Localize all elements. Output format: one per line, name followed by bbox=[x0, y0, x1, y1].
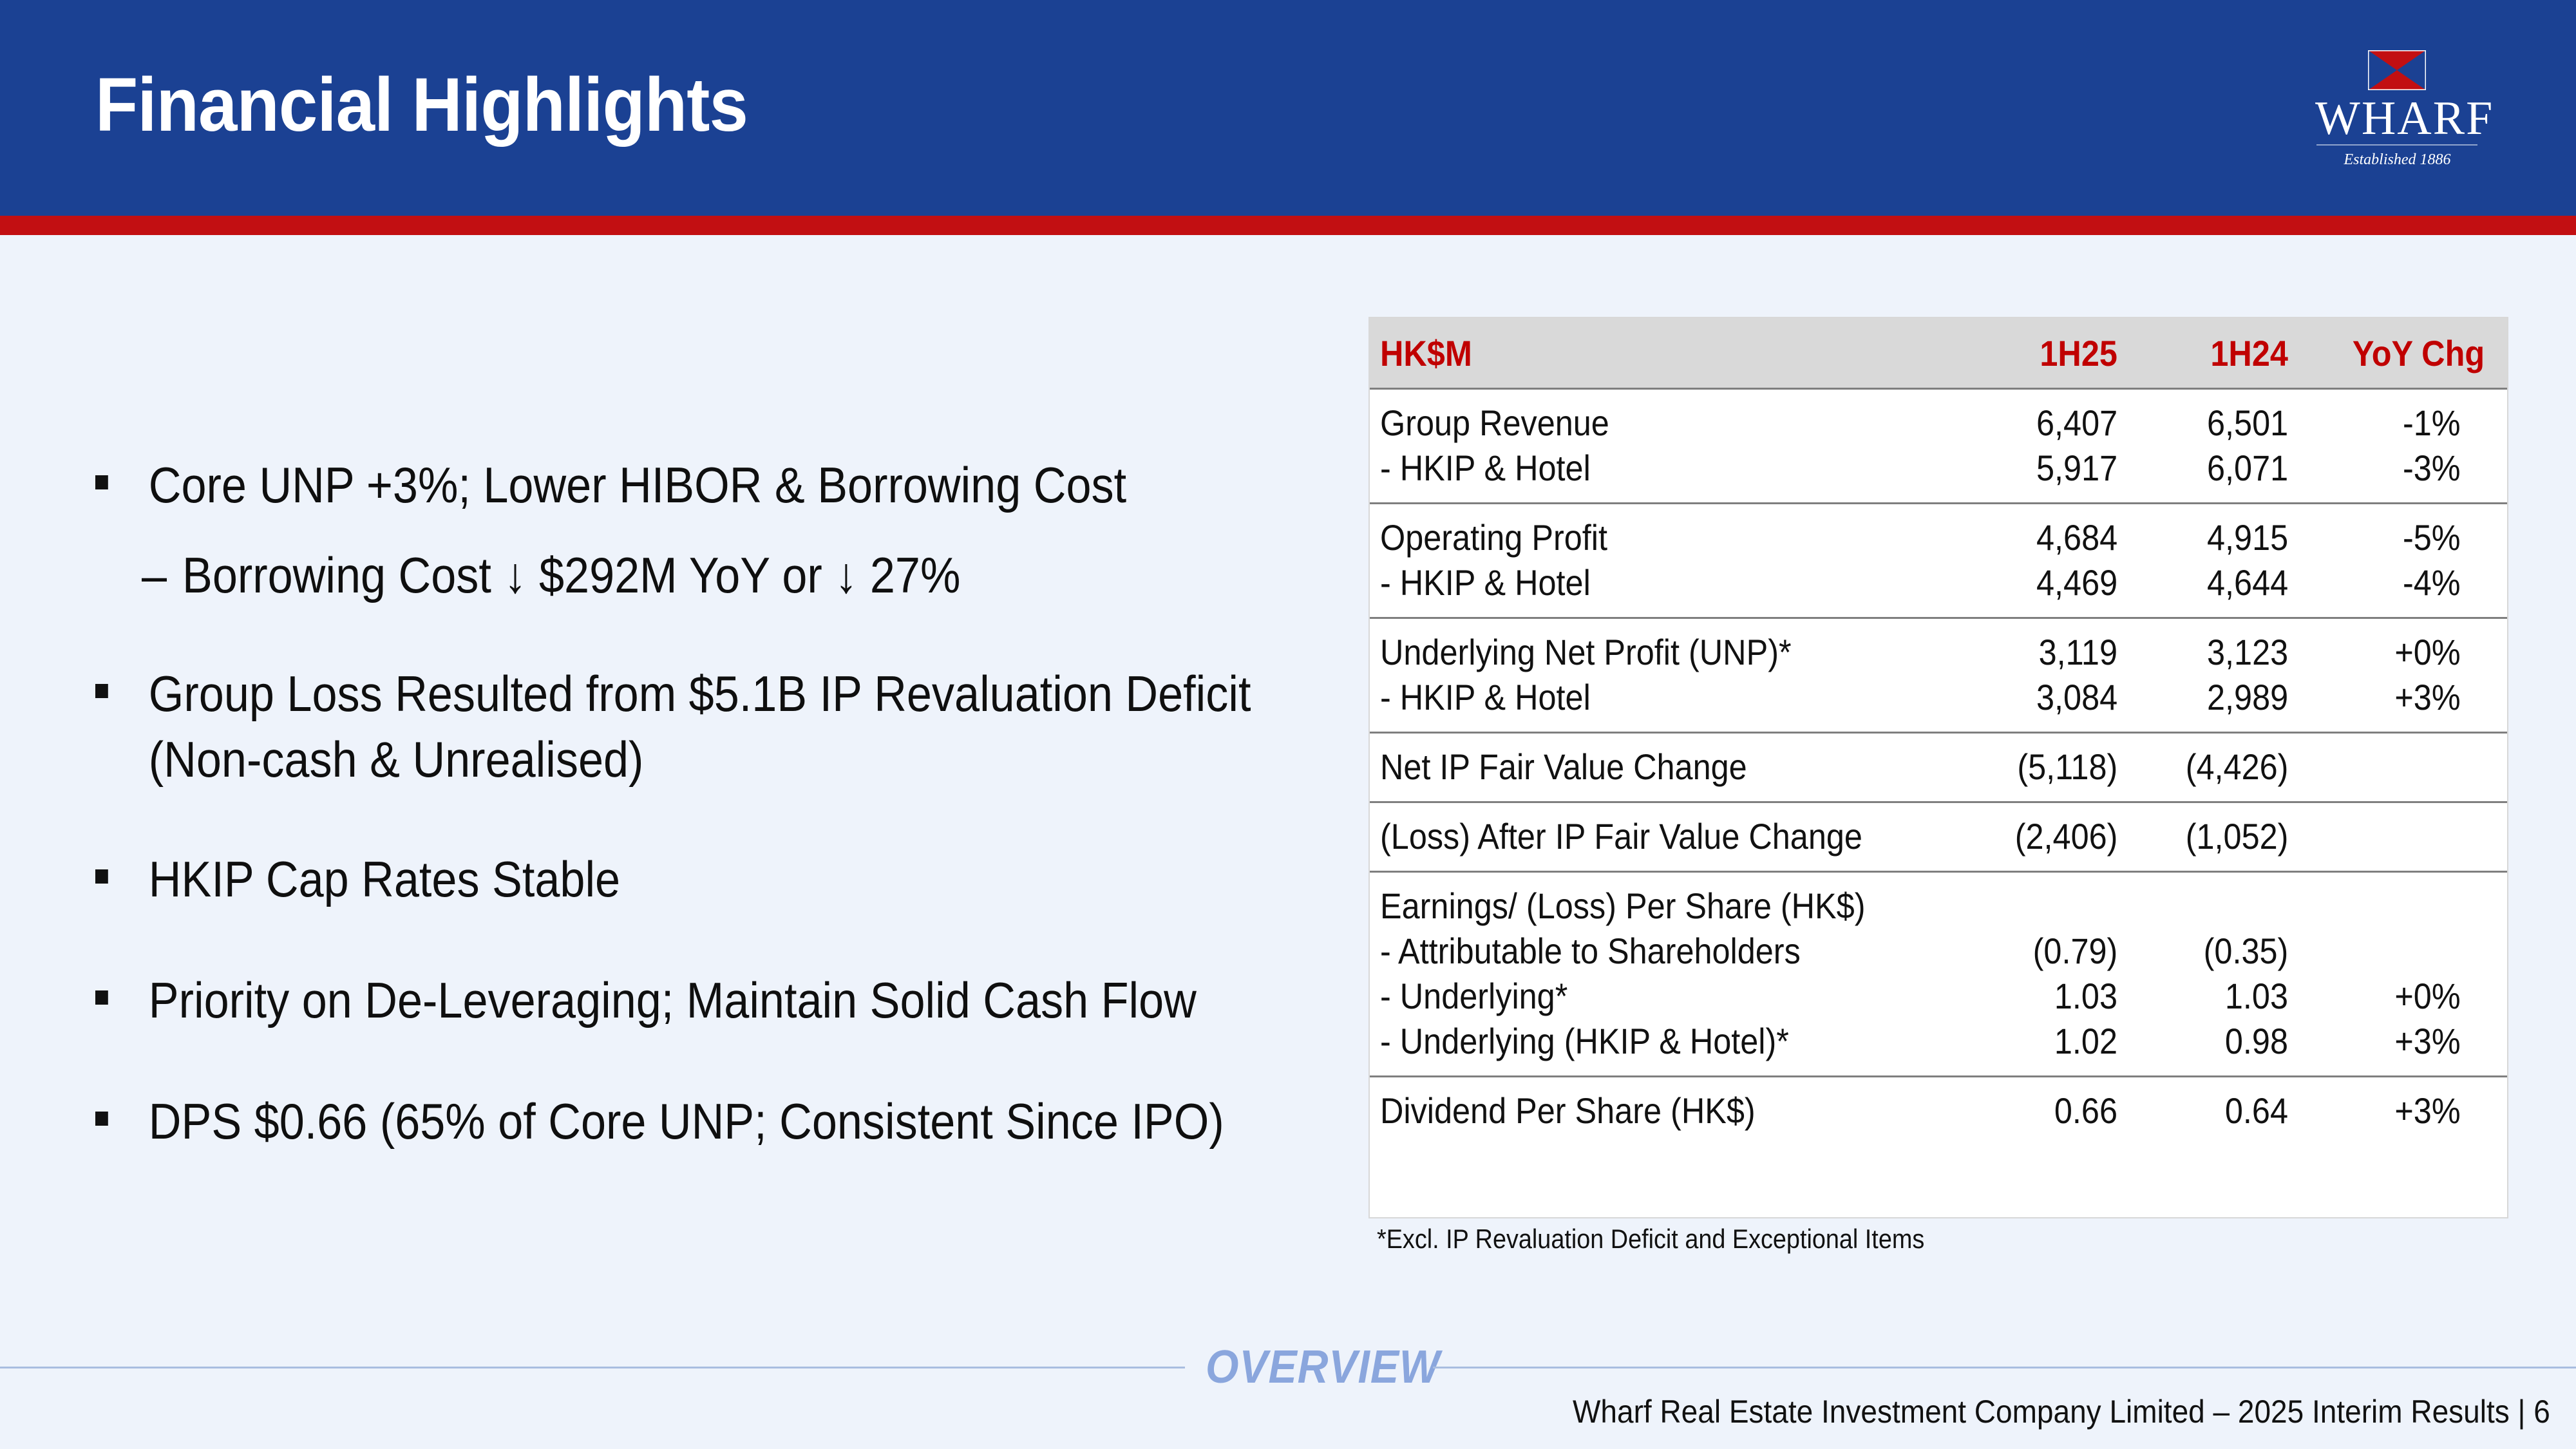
cell-1h24: 4,644 bbox=[2206, 562, 2288, 603]
cell-1h25: 3,119 bbox=[2038, 632, 2117, 672]
bullet-text: HKIP Cap Rates Stable bbox=[148, 851, 621, 907]
section-label: OVERVIEW bbox=[1206, 1341, 1441, 1393]
header-red-stripe bbox=[0, 216, 2576, 235]
cell-1h25: 1.02 bbox=[2054, 1021, 2117, 1061]
square-bullet-icon bbox=[95, 684, 108, 698]
row-label: Underlying Net Profit (UNP)* bbox=[1380, 632, 1792, 672]
cell-1h25: 3,084 bbox=[2036, 677, 2117, 717]
group-divider bbox=[1370, 388, 2507, 390]
cell-1h24: 2,989 bbox=[2206, 677, 2288, 717]
bullet-text: Core UNP +3%; Lower HIBOR & Borrowing Co… bbox=[148, 457, 1127, 513]
cell-1h24: (1,052) bbox=[2185, 816, 2288, 857]
cell-1h24: 3,123 bbox=[2206, 632, 2288, 672]
square-bullet-icon bbox=[95, 990, 108, 1005]
cell-1h25: (5,118) bbox=[2017, 746, 2117, 787]
cell-1h25: 0.66 bbox=[2054, 1090, 2117, 1131]
cell-1h24: 6,071 bbox=[2206, 448, 2288, 488]
group-divider bbox=[1370, 1075, 2507, 1077]
row-label: - Attributable to Shareholders bbox=[1380, 931, 1801, 971]
wharf-flag-icon bbox=[2368, 50, 2426, 90]
footer-divider-right bbox=[1433, 1367, 2576, 1368]
cell-1h24: 6,501 bbox=[2206, 402, 2288, 443]
cell-1h24: 0.98 bbox=[2224, 1021, 2288, 1061]
group-divider bbox=[1370, 732, 2507, 734]
row-label: (Loss) After IP Fair Value Change bbox=[1380, 816, 1862, 857]
cell-yoy-change: -5% bbox=[2403, 517, 2461, 558]
row-label: Net IP Fair Value Change bbox=[1380, 746, 1747, 787]
cell-yoy-change: +0% bbox=[2394, 632, 2461, 672]
cell-1h24: (4,426) bbox=[2185, 746, 2288, 787]
square-bullet-icon bbox=[95, 869, 108, 884]
cell-1h25: 4,469 bbox=[2036, 562, 2117, 603]
column-header-1h24: 1H24 bbox=[2210, 333, 2288, 374]
group-divider bbox=[1370, 502, 2507, 504]
page-title: Financial Highlights bbox=[95, 62, 748, 147]
row-label: - Underlying (HKIP & Hotel)* bbox=[1380, 1021, 1789, 1061]
logo-tagline: Established 1886 bbox=[2344, 151, 2451, 168]
row-label: - HKIP & Hotel bbox=[1380, 448, 1591, 488]
cell-1h25: 4,684 bbox=[2036, 517, 2117, 558]
cell-yoy-change: -1% bbox=[2403, 402, 2461, 443]
footer-text: Wharf Real Estate Investment Company Lim… bbox=[1573, 1394, 2550, 1430]
bullet-text: Priority on De-Leveraging; Maintain Soli… bbox=[148, 972, 1197, 1028]
cell-1h25: 6,407 bbox=[2036, 402, 2117, 443]
cell-yoy-change: -4% bbox=[2403, 562, 2461, 603]
cell-yoy-change: -3% bbox=[2403, 448, 2461, 488]
cell-yoy-change: +0% bbox=[2394, 976, 2461, 1016]
column-header-yoy: YoY Chg bbox=[2352, 333, 2485, 374]
row-label: - Underlying* bbox=[1380, 976, 1568, 1016]
bullet-text-line2: (Non-cash & Unrealised) bbox=[148, 731, 644, 788]
cell-yoy-change: +3% bbox=[2394, 677, 2461, 717]
cell-yoy-change: +3% bbox=[2394, 1021, 2461, 1061]
sub-bullet-text: Borrowing Cost ↓ $292M YoY or ↓ 27% bbox=[182, 547, 961, 603]
logo-wordmark: WHARF bbox=[2315, 92, 2494, 145]
cell-1h24: 0.64 bbox=[2224, 1090, 2288, 1131]
group-divider bbox=[1370, 617, 2507, 619]
financial-table: HK$M 1H25 1H24 YoY Chg Group Revenue 6,40… bbox=[1368, 317, 2508, 1218]
row-label: - HKIP & Hotel bbox=[1380, 562, 1591, 603]
cell-1h25: (0.79) bbox=[2032, 931, 2117, 971]
row-label: Operating Profit bbox=[1380, 517, 1607, 558]
header-band: Financial Highlights WHARF Established 1… bbox=[0, 0, 2576, 216]
dash-bullet-icon: – bbox=[142, 547, 167, 603]
cell-1h24: 1.03 bbox=[2224, 976, 2288, 1016]
cell-1h25: 5,917 bbox=[2036, 448, 2117, 488]
cell-1h25: (2,406) bbox=[2014, 816, 2117, 857]
square-bullet-icon bbox=[95, 475, 108, 489]
bullet-text: Group Loss Resulted from $5.1B IP Revalu… bbox=[148, 665, 1251, 722]
cell-1h24: 4,915 bbox=[2206, 517, 2288, 558]
bullet-text: DPS $0.66 (65% of Core UNP; Consistent S… bbox=[148, 1093, 1224, 1150]
row-label: Group Revenue bbox=[1380, 402, 1609, 443]
logo-divider bbox=[2316, 144, 2477, 146]
cell-yoy-change: +3% bbox=[2394, 1090, 2461, 1131]
column-header-1h25: 1H25 bbox=[2040, 333, 2117, 374]
wharf-logo: WHARF Established 1886 bbox=[2315, 50, 2494, 173]
cell-1h25: 1.03 bbox=[2054, 976, 2117, 1016]
group-divider bbox=[1370, 801, 2507, 803]
row-label: - HKIP & Hotel bbox=[1380, 677, 1591, 717]
column-header-unit: HK$M bbox=[1380, 333, 1472, 374]
group-divider bbox=[1370, 871, 2507, 873]
row-label: Dividend Per Share (HK$) bbox=[1380, 1090, 1756, 1131]
table-footnote: *Excl. IP Revaluation Deficit and Except… bbox=[1377, 1224, 1925, 1254]
cell-1h24: (0.35) bbox=[2203, 931, 2288, 971]
footer-divider-left bbox=[0, 1367, 1185, 1368]
table-header-row: HK$M 1H25 1H24 YoY Chg bbox=[1370, 318, 2507, 388]
row-label: Earnings/ (Loss) Per Share (HK$) bbox=[1380, 886, 1866, 926]
square-bullet-icon bbox=[95, 1112, 108, 1126]
